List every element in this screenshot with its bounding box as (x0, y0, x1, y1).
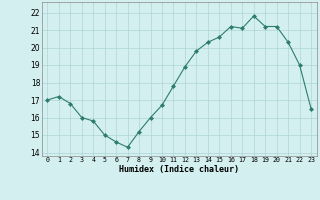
X-axis label: Humidex (Indice chaleur): Humidex (Indice chaleur) (119, 165, 239, 174)
